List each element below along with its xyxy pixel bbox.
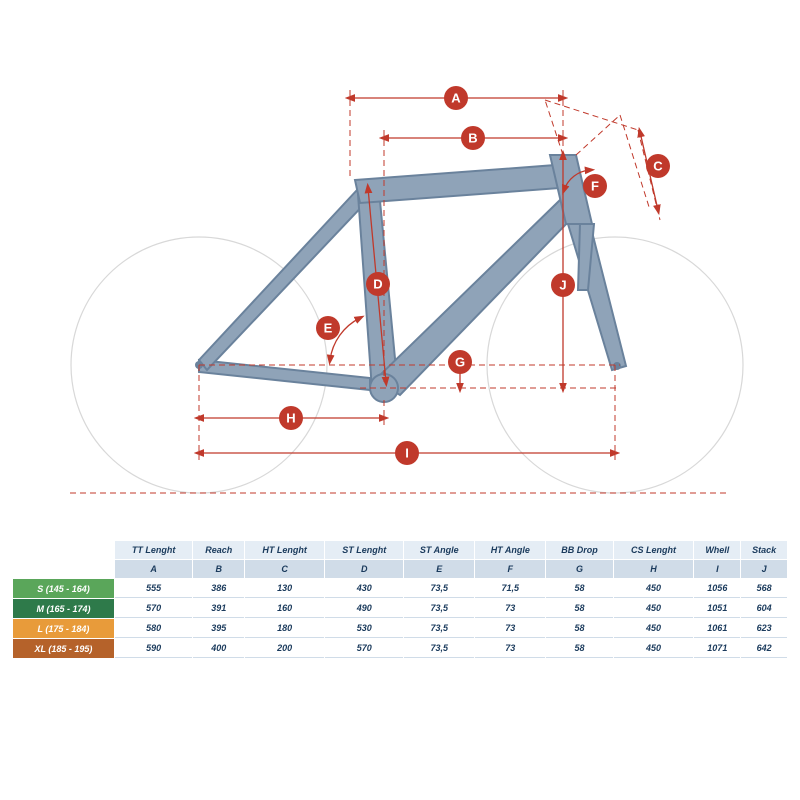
geometry-table: TT Lenght Reach HT Lenght ST Lenght ST A… xyxy=(12,540,788,659)
dim-label-g: G xyxy=(455,355,465,370)
dim-label-i: I xyxy=(405,446,409,461)
size-label: L (175 - 184) xyxy=(13,619,114,638)
size-label: M (165 - 174) xyxy=(13,599,114,618)
col-header: TT Lenght xyxy=(115,541,192,559)
table-row: M (165 - 174) 570 391 160 490 73,5 73 58… xyxy=(13,599,787,618)
col-letter: I xyxy=(694,560,740,578)
col-header: Whell xyxy=(694,541,740,559)
col-header: HT Lenght xyxy=(245,541,324,559)
dim-label-b: B xyxy=(468,131,477,146)
dim-label-c: C xyxy=(653,159,663,174)
table-row: XL (185 - 195) 590 400 200 570 73,5 73 5… xyxy=(13,639,787,658)
col-letter: J xyxy=(741,560,787,578)
col-letter: C xyxy=(245,560,324,578)
bike-geometry-diagram: A B C F D E J G H I xyxy=(60,60,740,500)
dim-label-e: E xyxy=(324,321,333,336)
col-header: ST Lenght xyxy=(325,541,403,559)
col-header: Reach xyxy=(193,541,244,559)
col-letter: A xyxy=(115,560,192,578)
col-letter: E xyxy=(404,560,474,578)
col-letter: D xyxy=(325,560,403,578)
size-label: S (145 - 164) xyxy=(13,579,114,598)
dim-label-h: H xyxy=(286,411,295,426)
col-header: HT Angle xyxy=(475,541,545,559)
table-row: L (175 - 184) 580 395 180 530 73,5 73 58… xyxy=(13,619,787,638)
dim-label-f: F xyxy=(591,179,599,194)
col-header: BB Drop xyxy=(546,541,612,559)
col-letter: G xyxy=(546,560,612,578)
col-letter: F xyxy=(475,560,545,578)
col-letter: B xyxy=(193,560,244,578)
col-header: Stack xyxy=(741,541,787,559)
col-header: CS Lenght xyxy=(614,541,694,559)
dim-label-j: J xyxy=(559,278,566,293)
table-header-row: TT Lenght Reach HT Lenght ST Lenght ST A… xyxy=(13,541,787,559)
col-header: ST Angle xyxy=(404,541,474,559)
size-label: XL (185 - 195) xyxy=(13,639,114,658)
dim-label-d: D xyxy=(373,277,382,292)
col-letter: H xyxy=(614,560,694,578)
table-row: S (145 - 164) 555 386 130 430 73,5 71,5 … xyxy=(13,579,787,598)
dim-label-a: A xyxy=(451,91,461,106)
table-letter-row: A B C D E F G H I J xyxy=(13,560,787,578)
